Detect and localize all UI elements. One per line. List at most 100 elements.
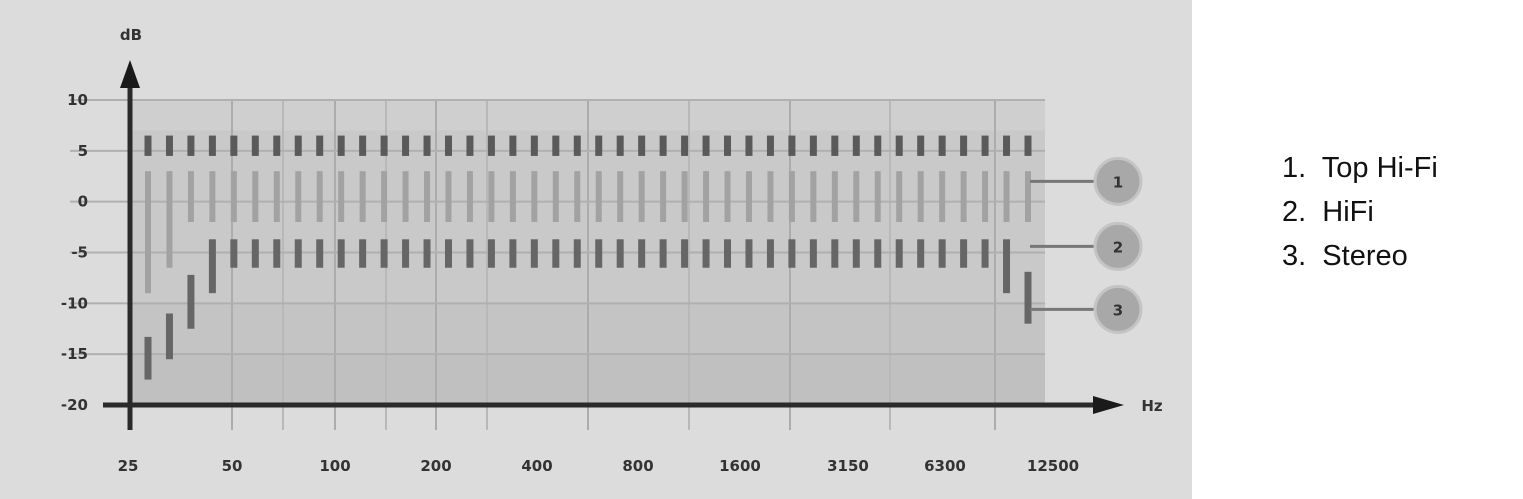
range-bar [509, 171, 516, 222]
x-tick-label: 3150 [827, 457, 869, 475]
range-bar [337, 135, 345, 156]
range-bar [874, 239, 882, 268]
range-bar [230, 171, 237, 222]
range-bar [145, 171, 151, 294]
range-bar [896, 171, 903, 222]
range-bar [617, 171, 624, 222]
range-bar [852, 135, 860, 156]
range-bar [1024, 271, 1032, 324]
range-bar [981, 239, 989, 268]
range-bar [552, 135, 560, 156]
range-bar [573, 239, 581, 268]
range-bar [359, 171, 366, 222]
range-bar [359, 239, 367, 268]
range-bar [616, 239, 624, 268]
range-bar [273, 239, 281, 268]
range-bar [209, 171, 216, 222]
range-bar [853, 171, 860, 222]
range-bar [745, 135, 753, 156]
legend-item-2: 2. HiFi [1282, 196, 1374, 228]
range-bar [251, 239, 259, 268]
x-tick-label: 1600 [719, 457, 761, 475]
range-bar [380, 239, 388, 268]
legend: 1. Top Hi-Fi 2. HiFi 3. Stereo [1282, 146, 1438, 278]
range-bar [938, 135, 946, 156]
y-axis-label: dB [120, 26, 142, 44]
range-bar [165, 313, 173, 360]
x-tick-label: 800 [622, 457, 653, 475]
range-bar [294, 239, 302, 268]
range-bar [187, 135, 195, 156]
range-bar [766, 239, 774, 268]
range-bar [187, 274, 195, 329]
range-bar [831, 171, 838, 222]
range-bar [724, 135, 732, 156]
range-bar [960, 135, 968, 156]
x-axis-label: Hz [1141, 397, 1163, 415]
range-bar [316, 239, 324, 268]
x-tick-label: 200 [420, 457, 451, 475]
range-bar [251, 135, 259, 156]
range-bar [273, 135, 281, 156]
range-bar [144, 135, 152, 156]
range-bar [509, 239, 517, 268]
callout-circle-icon [1093, 284, 1143, 334]
x-tick-label: 100 [319, 457, 350, 475]
range-bar [381, 171, 388, 222]
range-bar [338, 171, 345, 222]
range-bar [444, 135, 452, 156]
range-bar [703, 171, 710, 222]
y-tick-label: -5 [71, 244, 88, 262]
range-bar [165, 135, 173, 156]
y-tick-label: -10 [61, 294, 88, 312]
range-bar [659, 239, 667, 268]
range-bar [230, 135, 238, 156]
y-tick-label: -15 [61, 345, 88, 363]
range-bar [810, 171, 817, 222]
range-bar [573, 135, 581, 156]
range-bar [724, 239, 732, 268]
range-bar [466, 135, 474, 156]
x-tick-label: 12500 [1027, 457, 1079, 475]
range-bar [660, 171, 667, 222]
range-bar [939, 171, 946, 222]
range-bar [917, 135, 925, 156]
range-bar [895, 239, 903, 268]
y-tick-label: -20 [61, 396, 88, 414]
range-bar [809, 135, 817, 156]
range-bar [788, 135, 796, 156]
range-bar [252, 171, 259, 222]
x-tick-label: 400 [521, 457, 552, 475]
range-bar [294, 135, 302, 156]
range-bar [852, 239, 860, 268]
range-bar [809, 239, 817, 268]
range-bar [917, 171, 924, 222]
range-bar [424, 171, 431, 222]
range-bar [509, 135, 517, 156]
range-bar [874, 135, 882, 156]
range-bar [595, 239, 603, 268]
x-tick-label: 6300 [924, 457, 966, 475]
range-bar [531, 171, 538, 222]
range-bar [187, 171, 194, 222]
range-bar [595, 135, 603, 156]
range-bar [552, 171, 559, 222]
range-bar [208, 239, 216, 294]
range-bar [273, 171, 280, 222]
range-bar [917, 239, 925, 268]
range-bar [208, 135, 216, 156]
range-bar [316, 171, 323, 222]
range-bar [445, 171, 452, 222]
range-bar [359, 135, 367, 156]
range-bar [1003, 135, 1011, 156]
range-bar [1025, 171, 1031, 222]
range-bar [745, 171, 752, 222]
legend-item-3: 3. Stereo [1282, 240, 1408, 272]
range-bar [681, 171, 688, 222]
range-bar [423, 135, 431, 156]
range-bar [337, 239, 345, 268]
range-bar [488, 171, 495, 222]
range-bar [659, 135, 667, 156]
range-bar [466, 239, 474, 268]
range-bar [402, 239, 410, 268]
